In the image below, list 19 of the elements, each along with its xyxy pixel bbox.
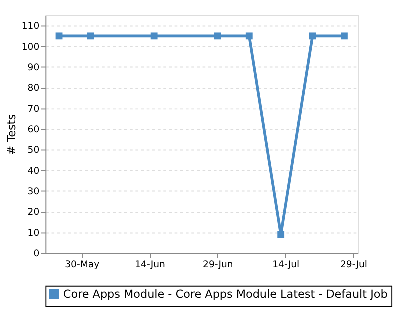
y-tick-label: 20 (28, 207, 40, 218)
x-tick-label: 29-Jul (340, 260, 368, 271)
y-tick-label: 90 (28, 62, 40, 74)
x-tick-label: 30-May (65, 260, 100, 271)
y-tick-label: 0 (34, 248, 40, 260)
y-tick-label: 110 (22, 21, 40, 32)
x-tick-label: 14-Jul (272, 260, 300, 271)
legend-label: Core Apps Module - Core Apps Module Latest - Default Job (63, 288, 388, 302)
y-tick-label: 60 (28, 124, 40, 136)
y-tick-label: 70 (28, 104, 40, 115)
y-tick-label: 80 (28, 83, 40, 94)
y-tick-label: 30 (28, 186, 40, 198)
y-tick-label: 40 (28, 166, 40, 177)
y-tick-label: 10 (28, 228, 40, 239)
y-tick-label: 100 (22, 42, 40, 53)
x-tick-label: 14-Jun (135, 260, 166, 271)
y-axis-title: # Tests (5, 114, 18, 156)
y-tick-label: 50 (28, 145, 40, 156)
x-tick-label: 29-Jun (203, 260, 234, 271)
